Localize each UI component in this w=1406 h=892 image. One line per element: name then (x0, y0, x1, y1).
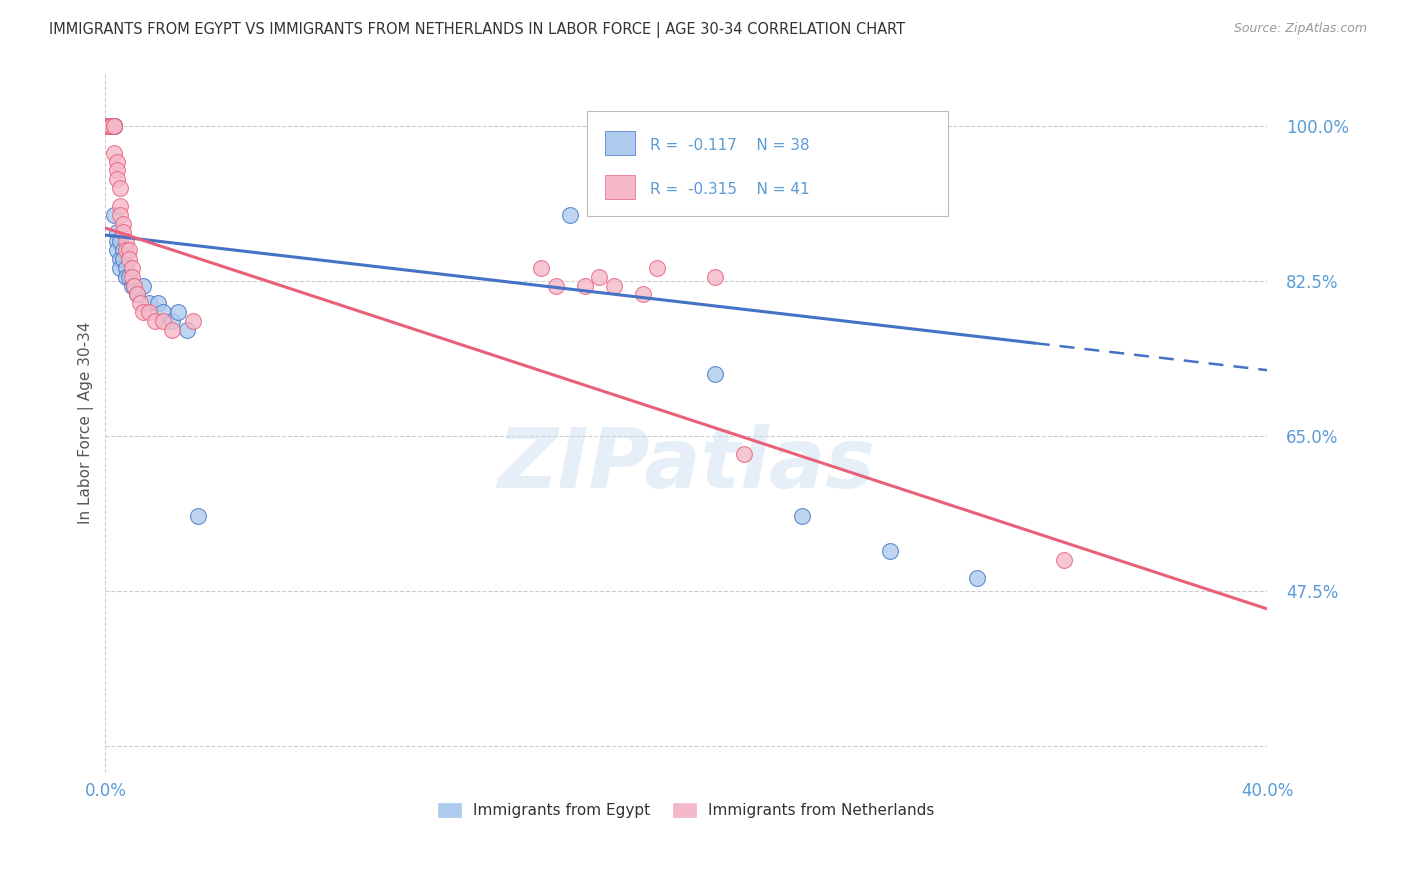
Y-axis label: In Labor Force | Age 30-34: In Labor Force | Age 30-34 (79, 322, 94, 524)
Point (97, 119, 120, 133)
Text: R =  -0.315    N = 41: R = -0.315 N = 41 (650, 182, 810, 196)
Point (108, 260, 131, 275)
Point (792, 508, 814, 523)
Point (966, 571, 988, 585)
Point (103, 119, 125, 133)
Point (114, 243, 136, 257)
Point (160, 323, 183, 337)
Point (97, 119, 120, 133)
Point (100, 119, 122, 133)
Point (124, 278, 146, 293)
Point (124, 278, 146, 293)
Point (105, 172, 128, 186)
Point (108, 252, 131, 266)
Point (105, 163, 128, 178)
Point (100, 119, 122, 133)
Point (114, 260, 136, 275)
Point (111, 252, 134, 266)
Point (588, 269, 610, 284)
Text: ZIPatlas: ZIPatlas (498, 425, 875, 506)
Point (105, 226, 128, 240)
Point (167, 305, 190, 319)
Point (111, 226, 134, 240)
Point (97, 119, 120, 133)
Point (117, 252, 139, 266)
Point (143, 314, 166, 328)
Point (108, 208, 131, 222)
Point (1053, 553, 1076, 567)
Point (127, 287, 149, 301)
Point (105, 154, 128, 169)
Point (103, 119, 125, 133)
Point (558, 208, 581, 222)
Point (97, 119, 120, 133)
Point (100, 119, 122, 133)
Text: R =  -0.117    N = 38: R = -0.117 N = 38 (650, 137, 810, 153)
Point (704, 269, 727, 284)
FancyBboxPatch shape (605, 175, 636, 199)
Point (602, 278, 624, 293)
Point (111, 243, 134, 257)
Point (105, 243, 128, 257)
Point (138, 296, 160, 310)
Point (100, 119, 122, 133)
Point (100, 119, 122, 133)
Point (111, 217, 134, 231)
Point (544, 278, 567, 293)
Point (121, 269, 143, 284)
Point (146, 296, 169, 310)
FancyBboxPatch shape (588, 112, 948, 217)
Point (114, 269, 136, 284)
Point (117, 243, 139, 257)
FancyBboxPatch shape (605, 130, 636, 155)
Point (187, 508, 209, 523)
Point (132, 305, 155, 319)
Point (152, 305, 174, 319)
Point (117, 269, 139, 284)
Point (138, 305, 160, 319)
Point (176, 323, 198, 337)
Point (645, 260, 668, 275)
Point (100, 119, 122, 133)
Legend: Immigrants from Egypt, Immigrants from Netherlands: Immigrants from Egypt, Immigrants from N… (432, 797, 941, 824)
Text: IMMIGRANTS FROM EGYPT VS IMMIGRANTS FROM NETHERLANDS IN LABOR FORCE | AGE 30-34 : IMMIGRANTS FROM EGYPT VS IMMIGRANTS FROM… (49, 22, 905, 38)
Point (704, 367, 727, 381)
Point (132, 278, 155, 293)
Point (129, 296, 152, 310)
Point (879, 544, 901, 558)
Point (181, 314, 204, 328)
Point (574, 278, 596, 293)
Point (108, 234, 131, 248)
Point (127, 287, 149, 301)
Point (103, 208, 125, 222)
Point (100, 119, 122, 133)
Point (160, 314, 183, 328)
Point (121, 278, 143, 293)
Point (103, 119, 125, 133)
Point (530, 260, 553, 275)
Point (108, 199, 131, 213)
Point (121, 260, 143, 275)
Point (108, 181, 131, 195)
Point (733, 447, 755, 461)
Point (105, 234, 128, 248)
Point (103, 119, 125, 133)
Text: Source: ZipAtlas.com: Source: ZipAtlas.com (1233, 22, 1367, 36)
Point (631, 287, 654, 301)
Point (152, 314, 174, 328)
Point (103, 145, 125, 160)
Point (103, 119, 125, 133)
Point (103, 119, 125, 133)
Point (114, 234, 136, 248)
